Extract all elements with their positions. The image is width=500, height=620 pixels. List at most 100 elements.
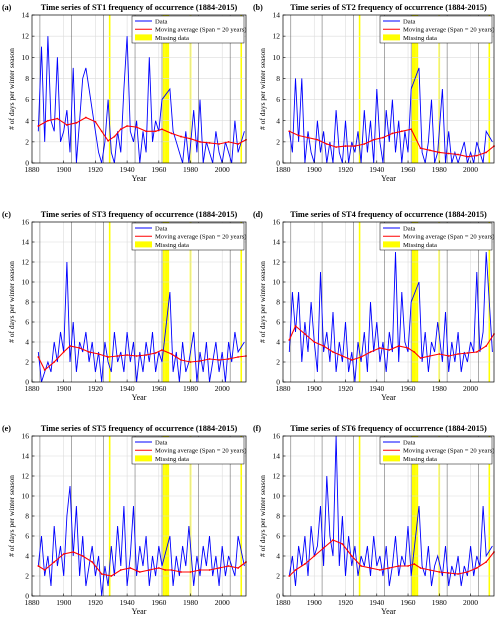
legend-entry: Data <box>155 439 168 446</box>
moving-average-point <box>157 567 160 569</box>
axes-frame <box>31 14 247 164</box>
moving-average-point <box>307 136 309 139</box>
x-tick-label: 1920 <box>88 598 103 607</box>
moving-average-point <box>135 355 138 357</box>
y-axis-label: # of days per winter season <box>258 261 267 343</box>
moving-average-point <box>145 130 148 133</box>
legend-entry: Missing data <box>403 456 437 463</box>
legend: Data Moving average (Span = 20 years)Miss… <box>131 436 246 465</box>
chart-panel: (d) Time series of ST4 frequency of occur… <box>253 210 495 402</box>
y-tick-label: 12 <box>22 258 30 267</box>
legend-entry: Moving average (Span = 20 years) <box>155 448 246 455</box>
x-tick-label: 1960 <box>401 598 416 607</box>
y-axis-label: # of days per winter season <box>7 48 16 130</box>
x-tick-label: 1940 <box>369 384 384 393</box>
moving-average-point <box>410 128 413 131</box>
y-axis-label: # of days per winter season <box>258 475 267 557</box>
moving-average-point <box>344 145 347 147</box>
x-tick-label: 2000 <box>463 165 478 174</box>
moving-average-point <box>397 345 400 347</box>
legend: Data Moving average (Span = 20 years)Miss… <box>131 15 246 44</box>
moving-average-point <box>457 353 459 355</box>
moving-average-point <box>227 565 230 567</box>
moving-average-point <box>53 361 56 363</box>
moving-average-point <box>208 358 211 360</box>
moving-average-point <box>161 128 163 131</box>
x-axis-label: Year <box>132 393 147 402</box>
moving-average-point <box>288 339 291 341</box>
moving-average-point <box>180 135 182 138</box>
y-tick-label: 0 <box>276 378 280 387</box>
moving-average-point <box>332 351 334 353</box>
moving-average-line <box>288 539 494 577</box>
x-tick-label: 1980 <box>183 384 198 393</box>
moving-average-point <box>161 349 163 351</box>
legend-entry: Data <box>403 439 416 446</box>
y-tick-label: 6 <box>25 318 29 327</box>
moving-average-point <box>447 355 450 357</box>
legend: Data Moving average (Span = 20 years)Miss… <box>131 222 246 251</box>
x-tick-label: 1960 <box>401 384 416 393</box>
moving-average-point <box>126 125 129 127</box>
missing-data-bar <box>162 15 165 163</box>
y-tick-label: 10 <box>273 278 281 287</box>
legend-entry: Moving average (Span = 20 years) <box>155 234 246 241</box>
x-tick-label: 1960 <box>401 165 416 174</box>
y-tick-label: 14 <box>273 238 281 247</box>
x-tick-label: 1920 <box>338 384 353 393</box>
y-tick-label: 0 <box>25 592 29 601</box>
y-tick-label: 10 <box>273 53 281 62</box>
missing-data-bar <box>415 15 417 163</box>
y-tick-label: 14 <box>273 11 281 20</box>
moving-average-point <box>81 555 84 557</box>
y-tick-label: 0 <box>25 159 29 168</box>
moving-average-point <box>199 360 201 362</box>
moving-average-point <box>360 356 363 358</box>
moving-average-point <box>288 130 291 133</box>
x-tick-label: 1940 <box>120 165 135 174</box>
x-tick-label: 2000 <box>215 165 230 174</box>
x-tick-label: 1920 <box>338 165 353 174</box>
x-tick-label: 1940 <box>369 598 384 607</box>
y-tick-label: 6 <box>276 318 280 327</box>
y-tick-label: 14 <box>22 452 30 461</box>
missing-data-bar <box>165 15 168 163</box>
moving-average-point <box>313 341 316 343</box>
y-tick-label: 10 <box>22 278 30 287</box>
moving-average-point <box>350 555 353 557</box>
y-tick-label: 16 <box>273 218 281 227</box>
y-tick-label: 12 <box>273 32 281 41</box>
axes-frame <box>282 14 495 164</box>
data-series-line <box>288 67 493 163</box>
missing-data-bar <box>413 15 416 163</box>
moving-average-point <box>407 565 409 567</box>
x-axis-label: Year <box>132 607 147 616</box>
moving-average-point <box>56 117 59 120</box>
x-tick-label: 1880 <box>276 165 291 174</box>
moving-average-point <box>379 347 381 349</box>
moving-average-point <box>78 347 81 349</box>
legend-swatch-missing <box>383 241 400 248</box>
moving-average-point <box>388 567 391 569</box>
moving-average-point <box>322 345 325 347</box>
x-tick-label: 1900 <box>307 598 322 607</box>
moving-average-point <box>360 565 363 567</box>
moving-average-point <box>397 565 400 567</box>
legend-entry: Missing data <box>403 242 437 249</box>
y-tick-label: 14 <box>22 238 30 247</box>
chart-panel: (c) Time series of ST3 frequency of occur… <box>2 210 247 402</box>
x-tick-label: 1960 <box>151 384 166 393</box>
legend-entry: Moving average (Span = 20 years) <box>155 27 246 34</box>
panel-label: (f) <box>253 424 261 433</box>
moving-average-point <box>126 354 129 356</box>
moving-average-point <box>457 573 459 575</box>
moving-average-point <box>466 571 469 573</box>
y-tick-label: 2 <box>276 137 280 146</box>
moving-average-point <box>372 138 375 141</box>
x-tick-label: 1900 <box>307 165 322 174</box>
chart-panel: (f) Time series of ST6 frequency of occur… <box>253 424 495 616</box>
moving-average-point <box>135 126 138 128</box>
moving-average-point <box>100 130 103 133</box>
moving-average-point <box>438 571 441 573</box>
